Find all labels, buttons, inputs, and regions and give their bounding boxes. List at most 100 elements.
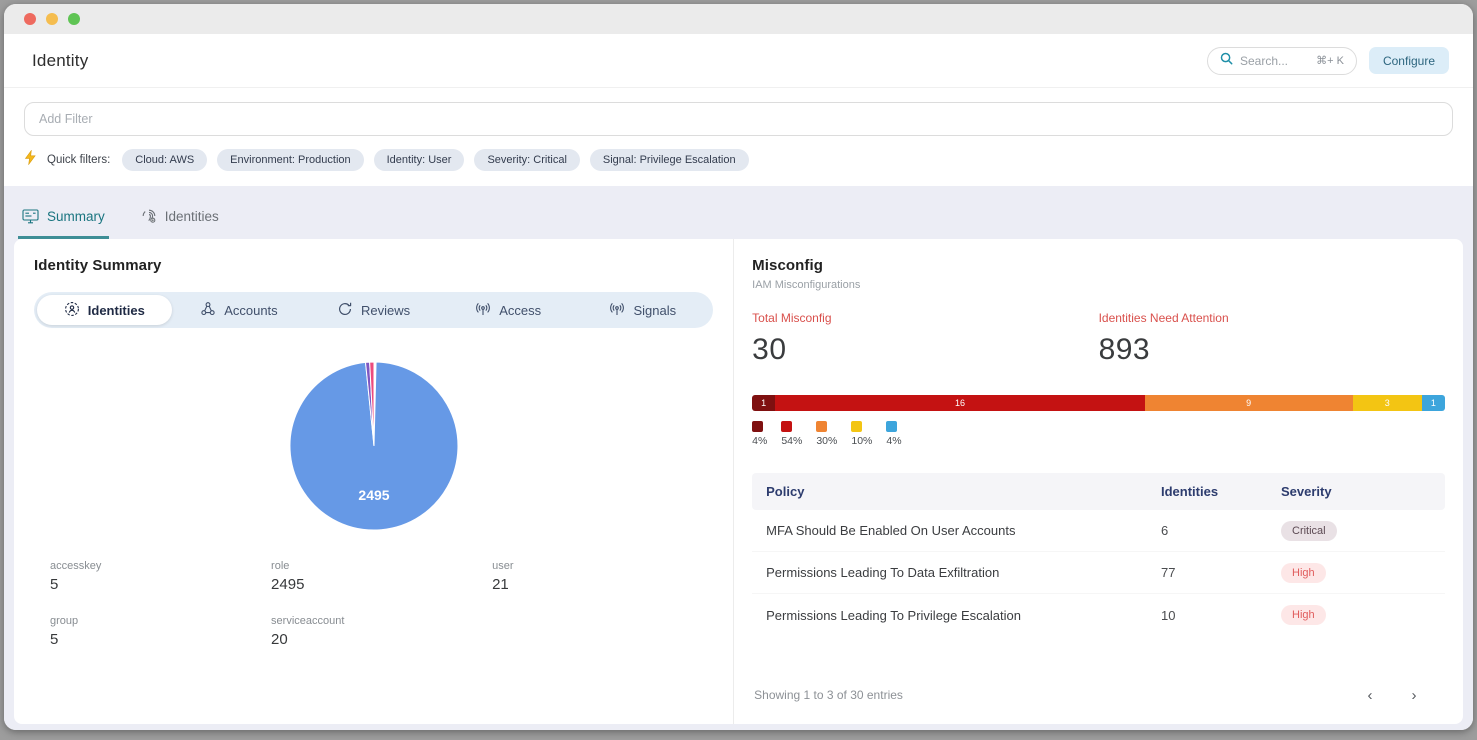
- quick-filter-pill[interactable]: Signal: Privilege Escalation: [589, 149, 749, 171]
- severity-badge: High: [1281, 562, 1326, 583]
- bar-segment[interactable]: 9: [1144, 395, 1353, 411]
- identities-cell: 10: [1161, 607, 1176, 623]
- tab-label: Identities: [87, 302, 145, 318]
- person-broadcast-icon: [64, 301, 80, 320]
- search-input[interactable]: Search... ⌘+ K: [1206, 46, 1357, 75]
- legend-swatch: [816, 421, 828, 432]
- tab-accounts-inner[interactable]: Accounts: [172, 295, 307, 325]
- minimize-window-icon[interactable]: [46, 13, 58, 25]
- refresh-arrows-icon: [337, 301, 353, 320]
- legend-percent: 4%: [752, 435, 768, 447]
- identities-need-attention-stat: Identities Need Attention 893: [1098, 311, 1229, 366]
- tab-identities-inner[interactable]: Identities: [37, 295, 172, 325]
- pie-slice-user[interactable]: [368, 361, 375, 447]
- tab-summary[interactable]: Summary: [18, 209, 109, 239]
- misconfig-footer: Showing 1 to 3 of 30 entries ‹ ›: [752, 674, 1445, 712]
- legend-percent: 54%: [781, 435, 803, 447]
- legend-swatch: [752, 421, 764, 432]
- severity-badge: Critical: [1281, 520, 1337, 541]
- bar-legend-item: 30%: [816, 421, 837, 447]
- misconfig-table: Policy Identities Severity MFA Should Be…: [752, 473, 1445, 636]
- bar-legend-item: 54%: [781, 421, 802, 447]
- quick-filter-pill[interactable]: Severity: Critical: [474, 149, 580, 171]
- bar-segment[interactable]: 1: [1421, 395, 1445, 411]
- identities-pie-chart: 2495: [34, 358, 713, 534]
- chevron-right-icon[interactable]: ›: [1403, 684, 1425, 706]
- misconfig-subtitle: IAM Misconfigurations: [752, 279, 861, 291]
- dashboard-monitor-icon: [22, 209, 39, 224]
- legend-swatch: [886, 421, 898, 432]
- tab-signals-inner[interactable]: Signals: [576, 295, 711, 325]
- table-body: MFA Should Be Enabled On User Accounts 6 C…: [752, 510, 1445, 636]
- search-shortcut: ⌘+ K: [1316, 55, 1344, 67]
- column-severity: Severity: [1281, 484, 1332, 499]
- window-titlebar: [4, 4, 1473, 34]
- policy-cell: Permissions Leading To Privilege Escalat…: [766, 607, 1021, 623]
- legend-percent: 30%: [816, 435, 838, 447]
- total-misconfig-stat: Total Misconfig 30: [752, 311, 832, 366]
- bar-legend-item: 4%: [752, 421, 767, 447]
- stat-group: group 5: [50, 615, 79, 648]
- column-identities: Identities: [1161, 484, 1219, 499]
- chevron-left-icon[interactable]: ‹: [1359, 684, 1381, 706]
- tab-reviews-inner[interactable]: Reviews: [306, 295, 441, 325]
- bar-segment[interactable]: 1: [752, 395, 776, 411]
- quick-filter-pill[interactable]: Cloud: AWS: [122, 149, 208, 171]
- table-row[interactable]: Permissions Leading To Privilege Escalat…: [752, 594, 1445, 636]
- identity-summary-tabs: Identities Accounts Reviews Access: [34, 292, 714, 328]
- tab-identities-label: Identities: [164, 208, 219, 224]
- pie-center-label: 2495: [358, 487, 389, 503]
- antenna-icon: [475, 301, 491, 320]
- bar-legend-item: 10%: [851, 421, 872, 447]
- tab-label: Access: [499, 302, 542, 318]
- table-row[interactable]: Permissions Leading To Data Exfiltration…: [752, 552, 1445, 594]
- stat-accesskey: accesskey 5: [50, 560, 102, 593]
- quick-filter-pills: Cloud: AWS Environment: Production Identit…: [122, 149, 749, 171]
- tab-access-inner[interactable]: Access: [441, 295, 576, 325]
- tab-label: Accounts: [224, 302, 278, 318]
- search-placeholder: Search...: [1239, 53, 1288, 68]
- severity-badge: High: [1281, 605, 1326, 625]
- policy-cell: MFA Should Be Enabled On User Accounts: [766, 523, 1016, 538]
- tab-label: Reviews: [361, 302, 411, 318]
- misconfig-stats: Total Misconfig 30 Identities Need Atten…: [752, 311, 1445, 367]
- identity-summary-panel: Identity Summary Identities Accounts Rev…: [14, 239, 735, 724]
- identity-stats-grid: accesskey 5 role 2495 user 21 group 5: [34, 560, 713, 648]
- quick-filter-pill[interactable]: Identity: User: [373, 149, 465, 171]
- severity-cell: High: [1281, 562, 1431, 583]
- identity-summary-title: Identity Summary: [34, 257, 162, 274]
- filter-section: Quick filters: Cloud: AWS Environment: Pr…: [4, 88, 1473, 186]
- tab-identities[interactable]: Identities: [137, 208, 223, 239]
- maximize-window-icon[interactable]: [68, 13, 80, 25]
- add-filter-input[interactable]: [24, 102, 1453, 136]
- pagination: ‹ ›: [1359, 684, 1443, 706]
- policy-cell: Permissions Leading To Data Exfiltration: [766, 565, 1000, 580]
- entries-count-text: Showing 1 to 3 of 30 entries: [754, 688, 903, 702]
- misconfig-title: Misconfig: [752, 257, 824, 274]
- close-window-icon[interactable]: [24, 13, 36, 25]
- stat-role: role 2495: [271, 560, 305, 593]
- quick-filter-pill[interactable]: Environment: Production: [217, 149, 364, 171]
- quick-filters-label: Quick filters:: [47, 154, 111, 166]
- legend-percent: 10%: [851, 435, 873, 447]
- app-window: Identity Search... ⌘+ K Configure Quick …: [4, 4, 1473, 730]
- legend-percent: 4%: [886, 435, 902, 447]
- table-row[interactable]: MFA Should Be Enabled On User Accounts 6 C…: [752, 510, 1445, 552]
- stat-user: user 21: [492, 560, 514, 593]
- lightning-bolt-icon: [24, 149, 37, 170]
- severity-cell: High: [1281, 605, 1431, 625]
- bar-legend-item: 4%: [886, 421, 902, 447]
- severity-cell: Critical: [1281, 520, 1431, 541]
- legend-swatch: [781, 421, 793, 432]
- identities-cell: 6: [1161, 523, 1169, 538]
- header-actions: Search... ⌘+ K Configure: [1206, 46, 1449, 75]
- stat-serviceaccount: serviceaccount 20: [271, 615, 345, 648]
- bar-segment[interactable]: 16: [775, 395, 1145, 411]
- tab-label: Signals: [633, 302, 677, 318]
- content-panels: Identity Summary Identities Accounts Rev…: [14, 239, 1463, 724]
- top-tabs: Summary Identities: [18, 208, 1459, 239]
- people-network-icon: [200, 301, 216, 320]
- severity-stacked-bar: 1 16 9 3 1: [752, 395, 1445, 411]
- bar-segment[interactable]: 3: [1352, 395, 1422, 411]
- configure-button[interactable]: Configure: [1368, 47, 1449, 74]
